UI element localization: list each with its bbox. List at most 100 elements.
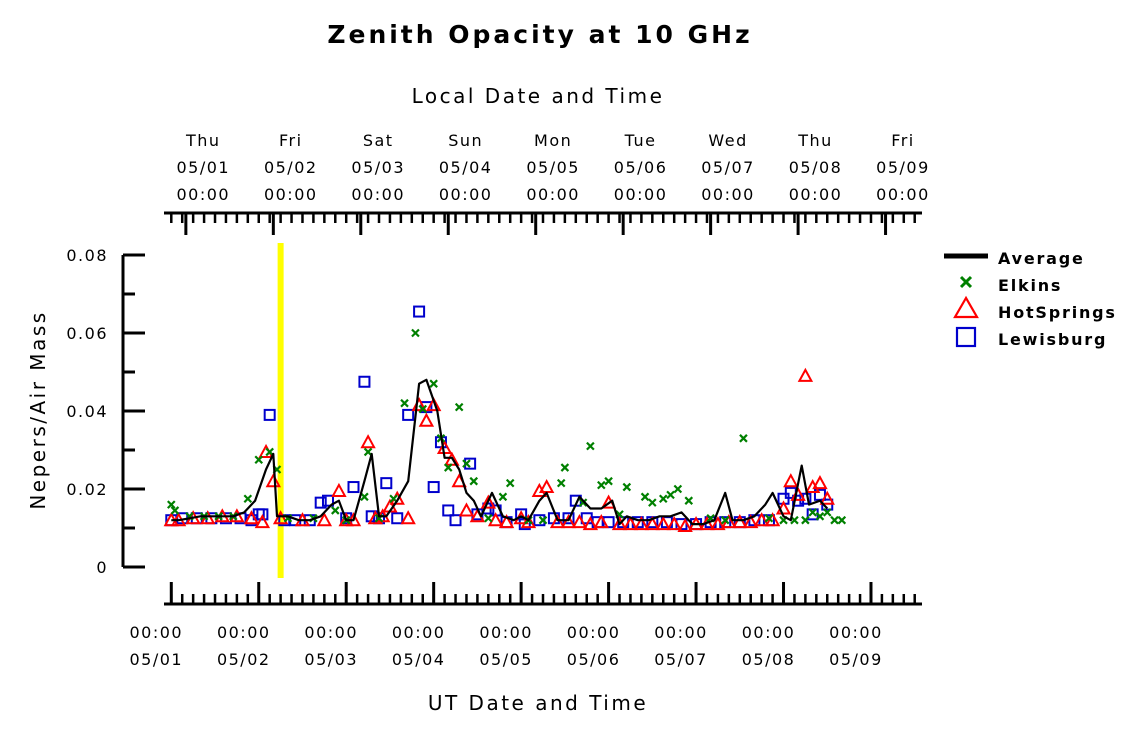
data-point-lewisburg: [413, 305, 426, 318]
data-point-hotsprings: [480, 494, 497, 509]
legend-label: Lewisburg: [998, 330, 1107, 349]
data-point-elkins: [830, 515, 839, 525]
data-point-hotsprings: [571, 514, 588, 529]
data-point-hotsprings: [783, 473, 799, 488]
data-point-hotsprings: [797, 367, 814, 382]
data-point-lewisburg: [799, 492, 812, 505]
data-point-elkins: [469, 476, 479, 486]
data-point-hotsprings: [743, 514, 759, 529]
data-point-hotsprings: [611, 516, 628, 531]
bottom-tick-label-time: 00:00: [392, 623, 446, 642]
data-point-elkins: [808, 508, 817, 517]
data-point-hotsprings: [487, 512, 504, 527]
bottom-tick-label-date: 05/06: [567, 650, 621, 669]
data-point-elkins: [673, 484, 683, 494]
bottom-tick-label-time: 00:00: [304, 623, 358, 642]
y-tick-label: 0.02: [66, 480, 108, 499]
data-point-elkins: [418, 404, 428, 414]
data-point-hotsprings: [732, 514, 748, 529]
data-point-elkins: [429, 379, 438, 388]
data-point-elkins: [556, 478, 566, 488]
data-point-elkins: [822, 508, 832, 517]
top-tick-label-date: 05/06: [614, 158, 668, 177]
top-tick-label-time: 00:00: [614, 185, 668, 204]
data-point-elkins: [363, 447, 373, 457]
bottom-tick-label-date: 05/03: [304, 650, 358, 669]
top-tick-label-day: Thu: [185, 131, 221, 150]
data-point-lewisburg: [321, 494, 334, 507]
series-layer: [163, 305, 847, 533]
bottom-tick-label-date: 05/01: [129, 650, 183, 669]
data-point-hotsprings: [655, 516, 671, 531]
data-point-hotsprings: [812, 475, 828, 490]
bottom-tick-label-date: 05/05: [479, 650, 533, 669]
data-point-elkins: [764, 513, 774, 523]
data-point-elkins: [498, 492, 508, 502]
data-point-elkins: [400, 398, 409, 408]
bottom-tick-label-date: 05/02: [217, 650, 271, 669]
y-tick-label: 0: [96, 558, 108, 577]
series-average-line: [171, 378, 829, 526]
series-elkins: [167, 328, 847, 525]
data-point-lewisburg: [347, 481, 360, 494]
top-tick-label-day: Wed: [708, 131, 747, 150]
data-point-elkins: [170, 506, 180, 515]
top-axis-title: Local Date and Time: [412, 84, 665, 108]
data-point-hotsprings: [458, 502, 475, 517]
data-point-hotsprings: [622, 516, 639, 531]
data-point-elkins: [360, 492, 369, 502]
legend-label: Elkins: [998, 276, 1062, 295]
top-tick-label-date: 05/08: [789, 158, 843, 177]
top-tick-label-day: Fri: [891, 131, 915, 150]
data-point-lewisburg: [380, 477, 393, 490]
data-point-elkins: [739, 434, 748, 443]
data-point-hotsprings: [425, 397, 442, 412]
data-point-hotsprings: [360, 434, 376, 449]
bottom-tick-label-time: 00:00: [829, 623, 883, 642]
data-point-elkins: [666, 490, 675, 500]
data-point-hotsprings: [677, 517, 693, 533]
top-axis: Thu 05/01 00:00 Fri 05/02 00:00 Sat 05/03 00:00 S…: [164, 131, 928, 235]
bottom-tick-label-date: 05/04: [392, 650, 446, 669]
legend-swatch-square: [955, 326, 977, 348]
data-point-lewisburg: [402, 408, 415, 421]
data-point-elkins: [604, 476, 613, 486]
bottom-tick-label-date: 05/09: [829, 650, 883, 669]
y-tick-label: 0.06: [66, 324, 108, 343]
series-lewisburg: [165, 305, 834, 531]
data-point-hotsprings: [272, 510, 289, 525]
bottom-tick-label-time: 00:00: [479, 623, 533, 642]
data-point-lewisburg: [562, 512, 575, 525]
data-point-elkins: [684, 496, 694, 505]
legend-swatch-triangle: [953, 295, 979, 319]
x-axis-title: UT Date and Time: [428, 691, 648, 715]
data-point-elkins: [167, 500, 176, 509]
data-point-lewisburg: [256, 508, 269, 521]
data-point-hotsprings: [538, 478, 555, 494]
data-point-lewisburg: [427, 481, 440, 494]
data-point-lewisburg: [358, 375, 371, 388]
legend-item-elkins: Elkins: [959, 275, 1062, 295]
data-point-lewisburg: [314, 496, 327, 509]
data-point-hotsprings: [582, 516, 599, 531]
data-point-elkins: [411, 328, 420, 338]
top-tick-label-day: Thu: [797, 131, 833, 150]
top-tick-label-date: 05/01: [176, 158, 230, 177]
data-point-elkins: [578, 498, 588, 507]
top-tick-label-time: 00:00: [789, 185, 843, 204]
data-point-lewisburg: [442, 504, 455, 517]
top-tick-label-time: 00:00: [351, 185, 405, 204]
data-point-elkins: [243, 494, 253, 504]
y-axis-title: Nepers/Air Mass: [26, 310, 50, 509]
data-point-elkins: [454, 402, 464, 412]
y-tick-label: 0.04: [66, 402, 108, 421]
legend-item-average: Average: [944, 249, 1083, 268]
top-tick-label-time: 00:00: [526, 185, 580, 204]
legend-swatch-x: [959, 275, 973, 289]
data-point-elkins: [331, 506, 340, 515]
data-point-lewisburg: [263, 408, 276, 421]
data-point-elkins: [484, 513, 493, 523]
data-point-hotsprings: [400, 510, 416, 525]
data-point-elkins: [462, 459, 471, 468]
